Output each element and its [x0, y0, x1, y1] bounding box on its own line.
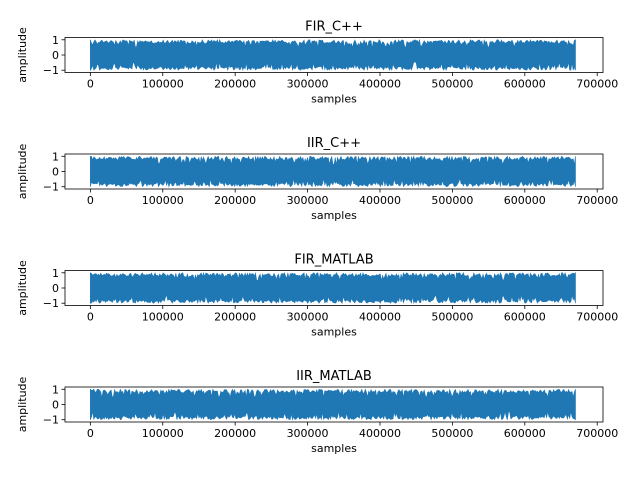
x-axis-label: samples	[311, 326, 357, 339]
subplot-2: 0 100000 200000 300000 400000 500000 600000 700…	[16, 136, 618, 222]
y-axis-label: amplitude	[16, 376, 29, 432]
x-tick-label: 100000	[142, 194, 184, 207]
waveform-series	[90, 271, 576, 305]
x-tick-label: 200000	[214, 311, 256, 324]
x-axis-label: samples	[311, 209, 357, 222]
subplot-title: IIR_C++	[307, 136, 361, 151]
x-tick-label: 300000	[287, 427, 329, 440]
x-tick-label: 700000	[576, 194, 618, 207]
y-tick-label: −1	[43, 181, 59, 194]
y-tick-label: 1	[52, 383, 59, 396]
waveform-series	[90, 38, 576, 72]
subplot-4: 0 100000 200000 300000 400000 500000 600000 700…	[16, 369, 618, 455]
x-tick-label: 400000	[359, 311, 401, 324]
y-axis-label: amplitude	[16, 27, 29, 83]
x-tick-label: 0	[87, 427, 94, 440]
subplot-title: IIR_MATLAB	[296, 369, 372, 384]
subplot-1: 0 100000 200000 300000 400000 500000 600000 700…	[16, 20, 618, 106]
x-tick-label: 700000	[576, 427, 618, 440]
x-tick-label: 100000	[142, 311, 184, 324]
x-tick-label: 500000	[431, 427, 473, 440]
x-tick-label: 200000	[214, 427, 256, 440]
x-tick-label: 400000	[359, 427, 401, 440]
y-tick-label: −1	[43, 297, 59, 310]
y-tick-label: −1	[43, 414, 59, 427]
y-tick-label: 1	[52, 267, 59, 280]
x-tick-label: 300000	[287, 194, 329, 207]
x-tick-label: 0	[87, 78, 94, 91]
x-tick-label: 0	[87, 194, 94, 207]
x-tick-label: 0	[87, 311, 94, 324]
x-tick-label: 500000	[431, 311, 473, 324]
x-axis-label: samples	[311, 93, 357, 106]
y-axis-label: amplitude	[16, 260, 29, 316]
y-tick-label: 0	[52, 49, 59, 62]
waveform-series	[90, 388, 576, 421]
x-tick-label: 400000	[359, 78, 401, 91]
x-tick-label: 600000	[504, 194, 546, 207]
y-tick-label: 0	[52, 166, 59, 179]
y-tick-label: 1	[52, 150, 59, 163]
x-tick-label: 700000	[576, 311, 618, 324]
x-tick-label: 500000	[431, 78, 473, 91]
x-tick-label: 400000	[359, 194, 401, 207]
x-tick-label: 300000	[287, 311, 329, 324]
x-tick-label: 600000	[504, 78, 546, 91]
x-tick-label: 600000	[504, 311, 546, 324]
x-tick-label: 100000	[142, 427, 184, 440]
subplot-3: 0 100000 200000 300000 400000 500000 600000 700…	[16, 253, 618, 339]
y-tick-label: 0	[52, 399, 59, 412]
x-tick-label: 100000	[142, 78, 184, 91]
waveform-series	[90, 155, 576, 188]
x-tick-label: 600000	[504, 427, 546, 440]
y-axis-label: amplitude	[16, 143, 29, 199]
subplot-title: FIR_C++	[305, 20, 363, 35]
x-tick-label: 500000	[431, 194, 473, 207]
y-tick-label: 0	[52, 282, 59, 295]
x-axis-label: samples	[311, 442, 357, 455]
x-tick-label: 700000	[576, 78, 618, 91]
subplot-title: FIR_MATLAB	[294, 253, 373, 268]
x-tick-label: 200000	[214, 78, 256, 91]
y-tick-label: 1	[52, 34, 59, 47]
x-tick-label: 200000	[214, 194, 256, 207]
x-tick-label: 300000	[287, 78, 329, 91]
y-tick-label: −1	[43, 64, 59, 77]
